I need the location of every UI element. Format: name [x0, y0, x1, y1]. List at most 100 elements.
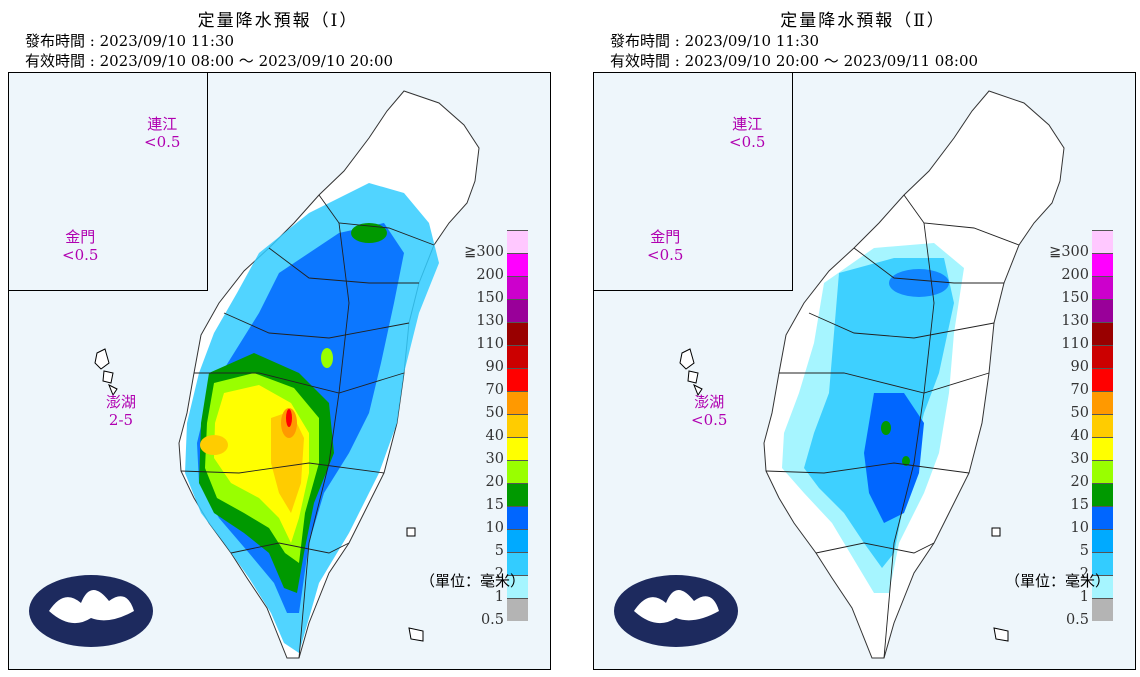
legend-label: 30 [485, 451, 504, 467]
rain-area-gold [271, 411, 304, 513]
legend-label: 20 [1070, 474, 1089, 490]
legend-label: 110 [1061, 336, 1089, 352]
island-value: <0.5 [691, 411, 728, 429]
rain-blob-west [200, 435, 228, 455]
map-frame: 連江 <0.5 金門 <0.5 澎湖 <0.5 [593, 72, 1136, 670]
legend-label: 130 [476, 313, 504, 329]
legend-swatch [1092, 529, 1113, 552]
legend-label: 110 [476, 336, 504, 352]
island-value: <0.5 [144, 133, 181, 151]
legend-swatch [1092, 322, 1113, 345]
island-name: 連江 [732, 115, 763, 133]
island-label-matsu: 連江 <0.5 [729, 115, 765, 151]
legend-label: 5 [1079, 543, 1089, 559]
legend-swatch [1092, 253, 1113, 276]
legend-swatch [507, 529, 528, 552]
forecast-panel-2: 定量降水預報（Ⅱ） 發布時間 : 2023/09/10 11:30 有效時間 :… [585, 0, 1140, 677]
island-name: 澎湖 [694, 393, 725, 411]
legend-label: 10 [485, 520, 504, 536]
legend-label: 150 [476, 290, 504, 306]
island-value: <0.5 [729, 133, 766, 151]
unit-label: （單位：毫米） [420, 572, 526, 590]
legend-label: 20 [485, 474, 504, 490]
rain-core-green [881, 421, 891, 435]
legend-swatch [507, 368, 528, 391]
island-value: 2-5 [108, 411, 134, 429]
legend-label: 10 [1070, 520, 1089, 536]
legend-label: ≧300 [1049, 244, 1089, 260]
legend-swatch [1092, 552, 1113, 575]
legend-label: 0.5 [1065, 612, 1089, 628]
rainfall-map [614, 90, 1065, 659]
legend-swatch [1092, 460, 1113, 483]
rain-core-red [286, 409, 292, 427]
legend-swatch [1092, 437, 1113, 460]
legend-swatch [1092, 276, 1113, 299]
penghu-islands [94, 348, 118, 397]
legend-label: 15 [485, 497, 504, 513]
green-island [991, 527, 1001, 537]
legend-swatch [507, 460, 528, 483]
legend-swatch [507, 598, 528, 621]
legend-swatch [507, 230, 528, 253]
legend-label: 40 [485, 428, 504, 444]
issue-time: 發布時間 : 2023/09/10 11:30 [25, 32, 235, 50]
rain-blob-north [351, 223, 387, 243]
legend-label: 150 [1061, 290, 1089, 306]
legend-swatch [507, 253, 528, 276]
legend-label: 90 [1070, 359, 1089, 375]
legend-swatch [507, 483, 528, 506]
panel-title: 定量降水預報（Ⅱ） [780, 11, 946, 31]
rain-blob-north-2 [321, 348, 333, 368]
island-name: 澎湖 [106, 393, 137, 411]
legend-label: 15 [1070, 497, 1089, 513]
county-boundaries [765, 194, 1020, 659]
valid-time: 有效時間 : 2023/09/10 08:00 ～ 2023/09/10 20:… [25, 52, 394, 70]
legend-label: 130 [1061, 313, 1089, 329]
legend-swatch [1092, 368, 1113, 391]
orchid-island [408, 627, 424, 642]
legend-label: 2 [494, 566, 504, 582]
issue-time: 發布時間 : 2023/09/10 11:30 [610, 32, 820, 50]
panel-title: 定量降水預報（Ⅰ） [197, 11, 359, 31]
legend-swatch [507, 322, 528, 345]
rain-area-blue [864, 393, 924, 523]
offshore-inset [9, 73, 208, 291]
county-boundaries [180, 194, 435, 659]
island-value: <0.5 [647, 246, 684, 264]
valid-time: 有效時間 : 2023/09/10 20:00 ～ 2023/09/11 08:… [610, 52, 979, 70]
island-label-penghu: 澎湖 2-5 [106, 393, 136, 429]
legend-label: 90 [485, 359, 504, 375]
legend-label: 200 [1061, 267, 1089, 283]
unit-label: （單位：毫米） [1005, 572, 1111, 590]
cwa-logo-cloud [49, 589, 134, 624]
legend-swatch [507, 506, 528, 529]
legend-swatch [507, 575, 528, 598]
map-frame: 連江 <0.5 金門 <0.5 澎湖 2-5 [8, 72, 551, 670]
legend-label: 1 [1079, 589, 1089, 605]
rain-core-north [889, 269, 949, 297]
legend-swatch [1092, 391, 1113, 414]
legend-label: 0.5 [480, 612, 504, 628]
legend-label: 1 [494, 589, 504, 605]
legend-label: 5 [494, 543, 504, 559]
legend-swatch [507, 414, 528, 437]
island-name: 金門 [65, 228, 96, 246]
rain-core-green-2 [902, 456, 910, 466]
legend-swatch [1092, 299, 1113, 322]
legend-label: 50 [485, 405, 504, 421]
legend-label: 200 [476, 267, 504, 283]
green-island [406, 527, 416, 537]
penghu-islands [679, 348, 703, 397]
legend-swatch [1092, 506, 1113, 529]
legend-label: 70 [1070, 382, 1089, 398]
cwa-logo-cloud [634, 589, 719, 624]
legend-swatch [1092, 575, 1113, 598]
island-label-penghu: 澎湖 <0.5 [691, 393, 727, 429]
legend-swatch [507, 276, 528, 299]
forecast-panel-1: 定量降水預報（Ⅰ） 發布時間 : 2023/09/10 11:30 有效時間 :… [0, 0, 556, 677]
island-name: 連江 [147, 115, 178, 133]
legend-label: 30 [1070, 451, 1089, 467]
legend-label: ≧300 [464, 244, 504, 260]
legend-swatch [507, 552, 528, 575]
